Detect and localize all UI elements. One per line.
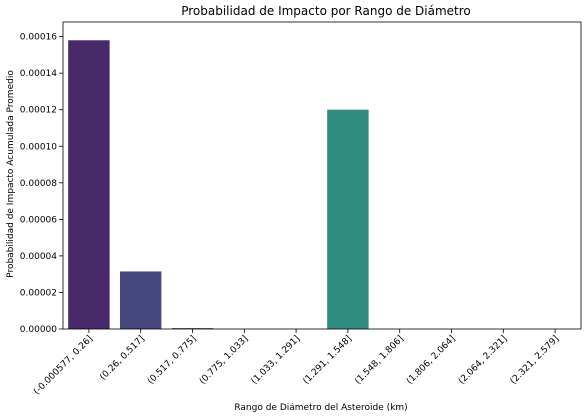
bar	[68, 40, 110, 330]
x-tick-label: (1.291, 1.548]	[301, 334, 354, 387]
x-tick-label: (0.517, 0.775]	[146, 334, 199, 387]
x-axis-label: Rango de Diámetro del Asteroide (km)	[234, 403, 407, 413]
y-tick-label: 0.00000	[20, 325, 57, 335]
y-tick-label: 0.00004	[20, 252, 57, 262]
x-tick-label: (1.806, 2.064]	[405, 334, 458, 387]
y-tick-label: 0.00008	[20, 179, 57, 189]
y-tick-label: 0.00006	[20, 215, 57, 225]
bar	[171, 328, 214, 329]
y-tick-label: 0.00014	[20, 69, 57, 79]
x-tick-label: (-0.000577, 0.26]	[32, 334, 95, 397]
chart-title: Probabilidad de Impacto por Rango de Diá…	[181, 4, 471, 18]
axes-frame	[62, 21, 582, 330]
bar	[327, 109, 369, 330]
y-axis-label: Probabilidad de Impacto Acumulada Promed…	[6, 70, 16, 278]
y-tick-label: 0.00002	[20, 288, 57, 298]
plot-area: 0.00000 0.00002 0.00004 0.00006 0.00008 0.000…	[20, 21, 582, 397]
y-tick-label: 0.00016	[20, 33, 57, 43]
x-tick-label: (0.775, 1.033]	[198, 334, 251, 387]
x-tick-label: (1.548, 1.806]	[353, 334, 406, 387]
y-tick-label: 0.00010	[20, 142, 57, 152]
x-tick-label: (2.321, 2.579]	[509, 334, 562, 387]
y-tick-label: 0.00012	[20, 106, 57, 116]
x-tick-label: (2.064, 2.321]	[457, 334, 510, 387]
x-tick-label: (0.26, 0.517]	[98, 334, 146, 382]
x-tick-label: (1.033, 1.291]	[250, 334, 303, 387]
bar	[119, 271, 162, 329]
